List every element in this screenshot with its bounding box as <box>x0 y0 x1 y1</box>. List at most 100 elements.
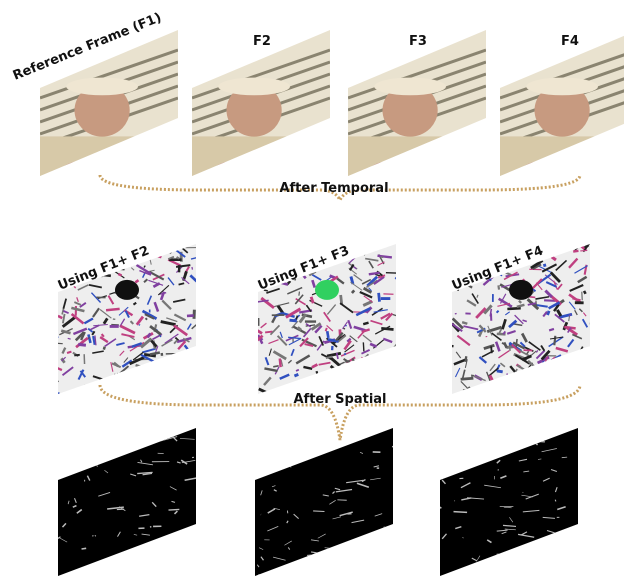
texture <box>344 353 345 355</box>
edge <box>258 575 275 576</box>
edge <box>477 457 491 458</box>
texture <box>355 369 359 372</box>
texture <box>121 372 132 377</box>
texture <box>573 361 583 362</box>
edge <box>114 441 130 442</box>
texture <box>363 375 370 381</box>
texture <box>289 320 296 321</box>
texture <box>109 244 112 246</box>
edge <box>313 511 324 512</box>
texture <box>390 370 396 374</box>
shirt <box>521 158 604 184</box>
texture <box>50 247 62 256</box>
texture <box>51 393 60 396</box>
edge <box>391 557 402 560</box>
texture <box>51 257 64 265</box>
texture <box>114 374 116 377</box>
texture <box>172 381 184 385</box>
edge <box>83 444 92 445</box>
texture <box>561 379 568 384</box>
texture <box>390 376 401 382</box>
texture <box>132 377 138 386</box>
center <box>315 280 339 300</box>
texture <box>106 309 120 310</box>
frame-label: F2 <box>253 34 271 49</box>
texture <box>446 261 460 263</box>
texture <box>466 356 467 362</box>
edge <box>536 430 552 433</box>
edge <box>523 492 524 493</box>
texture <box>65 244 75 251</box>
texture <box>156 376 168 382</box>
texture <box>355 384 365 390</box>
texture <box>311 297 313 303</box>
texture <box>544 249 548 251</box>
texture <box>360 373 372 375</box>
texture <box>131 374 142 375</box>
texture <box>480 388 485 389</box>
edge <box>142 558 156 560</box>
texture <box>294 374 298 376</box>
texture <box>456 253 461 256</box>
edge <box>128 424 138 429</box>
texture <box>135 280 138 282</box>
texture <box>155 255 161 257</box>
edge <box>304 571 321 573</box>
texture <box>549 329 554 330</box>
texture <box>132 382 146 390</box>
texture <box>186 359 194 360</box>
texture <box>573 251 578 252</box>
edge <box>164 429 172 434</box>
texture <box>152 384 160 393</box>
texture <box>154 360 159 370</box>
texture <box>491 245 493 250</box>
texture <box>351 365 357 375</box>
texture <box>191 351 194 357</box>
texture <box>50 337 58 342</box>
texture <box>372 363 381 365</box>
texture <box>176 379 183 380</box>
edge <box>576 560 579 564</box>
edge <box>265 446 271 447</box>
texture <box>535 366 548 373</box>
texture <box>126 382 130 389</box>
texture <box>303 381 310 386</box>
texture <box>75 256 82 259</box>
texture <box>580 371 594 379</box>
texture <box>471 376 474 377</box>
edge <box>274 447 283 451</box>
texture <box>361 357 376 364</box>
edge <box>308 432 320 436</box>
texture <box>177 257 178 259</box>
texture <box>490 243 500 250</box>
edge <box>382 544 394 545</box>
texture <box>185 377 197 385</box>
texture <box>375 371 388 374</box>
texture <box>74 355 80 356</box>
texture <box>274 254 288 263</box>
texture <box>296 370 299 371</box>
texture <box>583 388 587 397</box>
texture <box>83 244 86 253</box>
edge <box>322 433 335 435</box>
texture <box>498 285 499 289</box>
edge <box>134 558 148 563</box>
texture <box>374 360 387 363</box>
texture <box>580 350 582 356</box>
frame-image <box>500 30 624 224</box>
texture <box>387 392 396 393</box>
texture <box>519 301 521 303</box>
edge <box>166 425 175 430</box>
texture <box>527 374 529 382</box>
texture <box>280 359 281 368</box>
texture <box>191 364 196 365</box>
texture <box>582 292 583 301</box>
edge <box>540 561 546 564</box>
texture <box>385 240 397 245</box>
texture <box>78 344 86 345</box>
texture <box>273 366 278 367</box>
texture <box>154 363 168 368</box>
texture <box>571 364 576 370</box>
texture <box>177 363 181 371</box>
texture <box>259 250 272 254</box>
